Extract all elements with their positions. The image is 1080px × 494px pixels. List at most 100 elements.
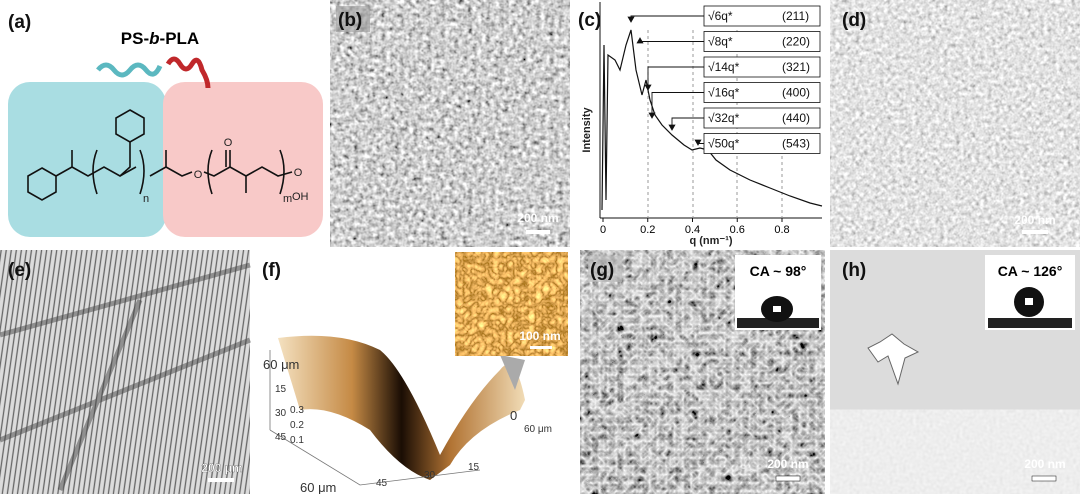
panel-label: (d) [842,10,866,31]
scale-label: 200 nm [767,457,808,471]
peak-ratio: √16q* [708,86,740,100]
afm-axis-label: 15 [275,384,287,395]
panel-b: (b) 200 nm [330,0,570,247]
panel-label: (b) [338,10,362,31]
scale-bar [530,346,552,349]
x-tick-label: 0.4 [685,224,700,236]
x-tick-label: 0 [600,224,606,236]
atom: O [294,167,303,179]
peak-arrow [627,15,704,23]
panel-label: (e) [8,260,31,281]
sem-image [330,0,570,247]
panel-label: (g) [590,260,614,281]
x-tick-label: 0.6 [730,224,745,236]
subscript: m [283,193,292,205]
ps-block [8,82,166,237]
peak-index: (400) [782,86,810,100]
afm-axis-label: 60 μm [524,424,552,435]
afm-axis-label: 0.2 [290,420,304,431]
polymer-name: PS-b-PLA [121,29,199,48]
scale-bar [775,475,801,482]
inset-pointer [500,355,525,390]
droplet-glint [773,306,781,312]
scale-label: 200 μm [201,461,242,475]
panel-label: (c) [578,10,601,31]
afm-axis-label: 15 [468,462,480,473]
peak-index: (321) [782,60,810,74]
pla-block [163,82,323,237]
title-part: -PLA [160,29,200,48]
textured-region [830,409,1080,494]
peak-arrow [636,37,704,44]
panel-g: CA ~ 98° 200 nm (g) [580,250,825,494]
scale-label: 200 nm [1024,457,1065,471]
scale-bar [526,230,550,234]
afm-axis-label: 30 [424,470,436,481]
arrow [867,333,920,386]
atom: OH [292,191,309,203]
peak-index: (220) [782,35,810,49]
peak-ratio: √6q* [708,9,733,23]
afm-axis-label: 45 [376,478,388,489]
scale-bar [1022,230,1048,234]
label-bg [588,256,622,282]
droplet-glint [1025,298,1033,305]
panel-e: (e) 200 μm [0,250,251,494]
peak-index: (211) [782,9,809,23]
panel-a: (a) PS-b-PLA O O O OH n m [8,12,323,237]
afm-axis-label: 0.1 [290,435,304,446]
peak-arrow [694,139,704,146]
atom: O [194,169,203,181]
sem-image [0,250,250,494]
afm-surface [278,335,525,480]
domain-boundary [0,262,251,491]
contact-angle: CA ~ 98° [750,263,807,279]
panel-f: (f) 100 nm 60 μm 15 30 45 0.3 0.2 0.1 60 μm 45 30… [262,252,568,494]
contact-angle: CA ~ 126° [998,263,1063,279]
sem-image [830,0,1080,247]
peak-ratio: √50q* [708,137,740,151]
x-tick-label: 0.8 [774,224,789,236]
afm-axis-label: 45 [275,432,287,443]
peak-index: (440) [782,111,810,125]
scale-bar [208,478,234,482]
peak-arrow [644,66,704,91]
panel-c: (c) 0 0.2 0.4 0.6 0.8 Intensity q (nm⁻¹) √6q… [578,2,823,247]
saxs-curve [601,29,823,211]
pla-chain [165,56,211,89]
peak-arrow [648,92,704,119]
panel-h: CA ~ 126° 200 nm (h) [830,250,1080,494]
afm-axis-label: 0.3 [290,405,304,416]
scale-label: 100 nm [519,329,560,343]
panel-label: (a) [8,12,31,33]
afm-axis-label: 0 [510,408,517,423]
afm-axis-label: 60 μm [263,357,299,372]
x-axis-label: q (nm⁻¹) [689,235,732,247]
label-bg [336,6,370,32]
atom: O [224,137,233,149]
afm-axis-label: 30 [275,408,287,419]
ps-chain [96,62,163,78]
x-tick-label: 0.2 [640,224,655,236]
peak-arrow [668,117,704,131]
peak-ratio: √32q* [708,111,740,125]
panel-label: (h) [842,260,866,281]
title-part: b [149,29,159,48]
substrate [737,318,819,328]
afm-axes [269,350,481,486]
peak-ratio: √14q* [708,60,740,74]
afm-axis-label: 60 μm [300,480,336,494]
peak-ratio: √8q* [708,35,733,49]
scale-bar [1031,475,1057,482]
panel-d: (d) 200 nm [830,0,1080,247]
title-part: PS- [121,29,149,48]
peak-index: (543) [782,137,810,151]
scale-label: 200 nm [1014,213,1055,227]
structure [27,109,293,201]
y-axis-label: Intensity [581,107,593,153]
afm-inset [455,252,568,356]
substrate [988,318,1072,328]
scale-label: 200 nm [517,211,558,225]
subscript: n [143,193,149,205]
